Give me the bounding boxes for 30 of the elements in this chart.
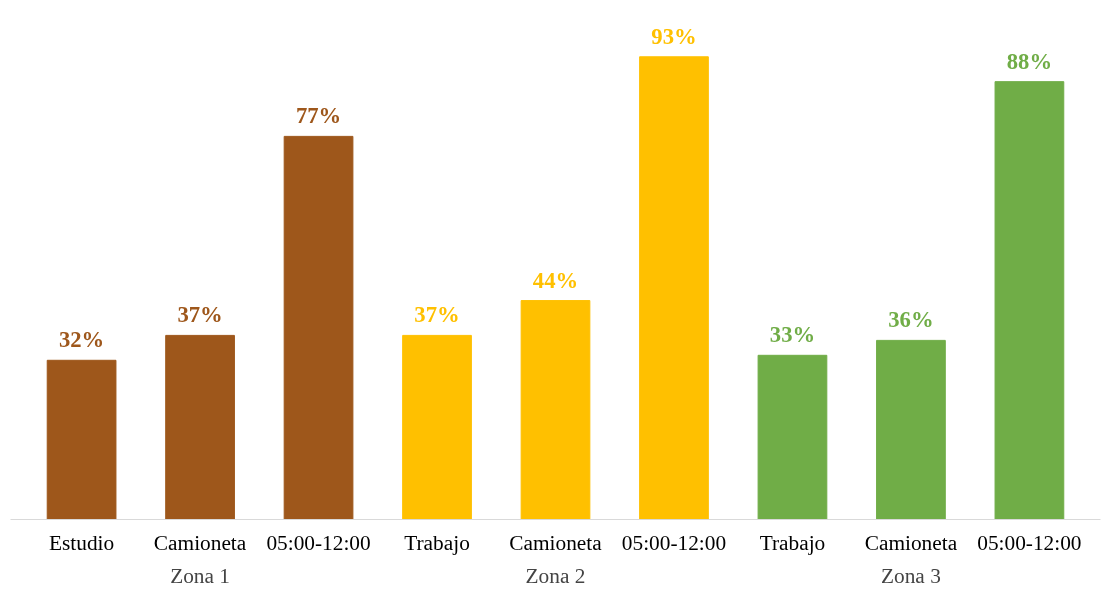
x-tick-label: Camioneta bbox=[153, 530, 247, 555]
x-tick-label: Camioneta bbox=[864, 530, 958, 555]
text: Zona 1 bbox=[170, 563, 230, 588]
data-label: 44% bbox=[532, 267, 579, 293]
bar bbox=[876, 339, 946, 520]
data-label: 37% bbox=[177, 302, 223, 328]
bar bbox=[994, 81, 1065, 520]
x-tick-label: Trabajo bbox=[759, 530, 826, 555]
bar bbox=[283, 135, 354, 520]
x-tick-label: 05:00-12:00 bbox=[977, 530, 1082, 555]
x-tick-label: Camioneta bbox=[509, 530, 603, 555]
data-label: 32% bbox=[58, 327, 105, 353]
data-label: 37% bbox=[414, 302, 460, 328]
data-label: 88% bbox=[1006, 48, 1053, 74]
x-tick-label: 05:00-12:00 bbox=[621, 530, 727, 555]
text: Zona 2 bbox=[525, 563, 586, 588]
data-label: 36% bbox=[888, 307, 934, 333]
x-tick-label: Estudio bbox=[49, 530, 115, 555]
data-label: 33% bbox=[769, 322, 816, 348]
bar bbox=[520, 300, 591, 520]
x-tick-label: Trabajo bbox=[404, 530, 470, 555]
bar bbox=[402, 334, 472, 520]
x-tick-label: 05:00-12:00 bbox=[266, 530, 371, 555]
bar bbox=[757, 354, 828, 520]
data-label: 77% bbox=[295, 103, 342, 129]
bar bbox=[46, 359, 117, 520]
text: Zona 3 bbox=[881, 563, 941, 588]
bar bbox=[165, 334, 235, 520]
bar bbox=[639, 56, 709, 520]
data-label: 93% bbox=[651, 23, 697, 49]
